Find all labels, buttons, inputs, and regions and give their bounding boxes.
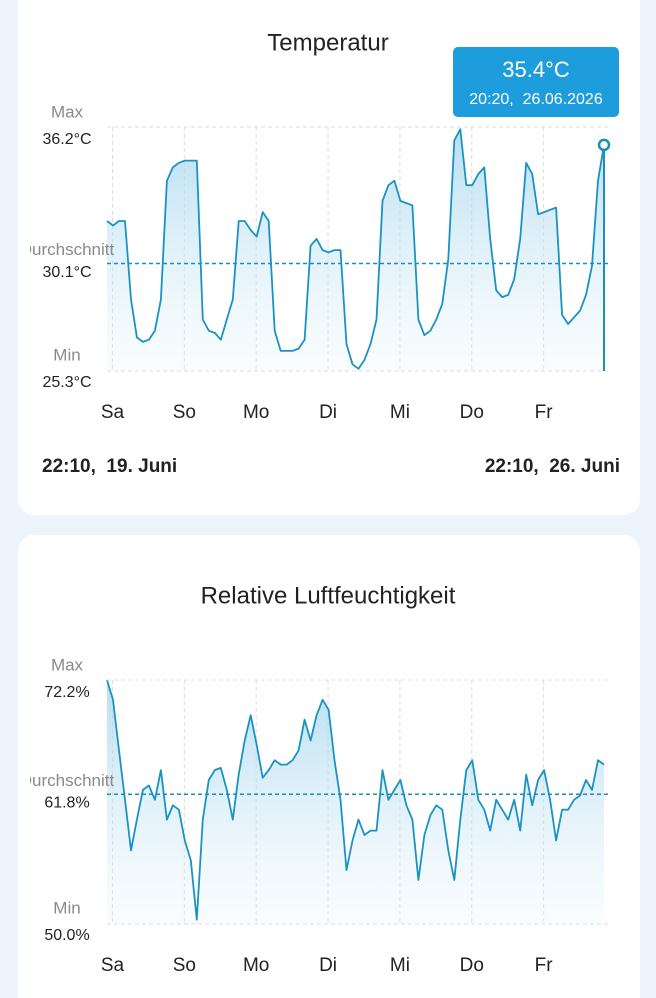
x-tick-label: Di xyxy=(319,402,337,423)
x-tick-label: So xyxy=(173,402,196,423)
line xyxy=(106,128,605,370)
x-tick-label: Di xyxy=(319,955,337,976)
x-tick-label: Sa xyxy=(101,402,125,423)
area xyxy=(107,680,604,924)
line xyxy=(106,679,605,921)
y-tick-label: 72.2% xyxy=(44,684,89,701)
y-tick-label: 36.2°C xyxy=(42,131,91,148)
y-tick-label: 30.1°C xyxy=(42,264,91,281)
y-tick-name: Durchschnitt xyxy=(20,771,115,790)
start-date: 22:10, 19. Juni xyxy=(42,456,177,477)
x-tick-label: Fr xyxy=(535,402,554,423)
y-tick-name: Min xyxy=(53,898,80,917)
x-tick-label: Mi xyxy=(390,402,410,423)
y-tick-label: 25.3°C xyxy=(42,374,91,391)
tooltip-box xyxy=(453,47,619,117)
x-tick-label: So xyxy=(173,955,196,976)
x-tick-label: Mo xyxy=(243,955,269,976)
area xyxy=(107,129,604,371)
y-axis-labels: Max 36.2°C Durchschnitt 30.1°C Min 25.3°C xyxy=(20,102,115,391)
chart-title: Relative Luftfeuchtigkeit xyxy=(201,582,456,609)
x-tick-label: Fr xyxy=(535,955,554,976)
end-date: 22:10, 26. Juni xyxy=(485,456,620,477)
chart-title: Temperatur xyxy=(267,29,388,56)
y-tick-label: 50.0% xyxy=(44,927,89,944)
y-tick-name: Max xyxy=(51,102,84,121)
tooltip-time: 20:20, 26.06.2026 xyxy=(469,91,603,108)
y-tick-label: 61.8% xyxy=(44,795,89,812)
x-tick-label: Mi xyxy=(390,955,410,976)
y-axis-labels: Max 72.2% Durchschnitt 61.8% Min 50.0% xyxy=(20,655,115,944)
y-tick-name: Durchschnitt xyxy=(20,240,115,259)
x-tick-label: Mo xyxy=(243,402,269,423)
tooltip-value: 35.4°C xyxy=(502,57,570,82)
cursor-point xyxy=(597,138,611,152)
y-tick-name: Min xyxy=(53,345,80,364)
x-tick-label: Do xyxy=(460,402,484,423)
x-tick-label: Do xyxy=(460,955,484,976)
x-tick-label: Sa xyxy=(101,955,125,976)
y-tick-name: Max xyxy=(51,655,84,674)
